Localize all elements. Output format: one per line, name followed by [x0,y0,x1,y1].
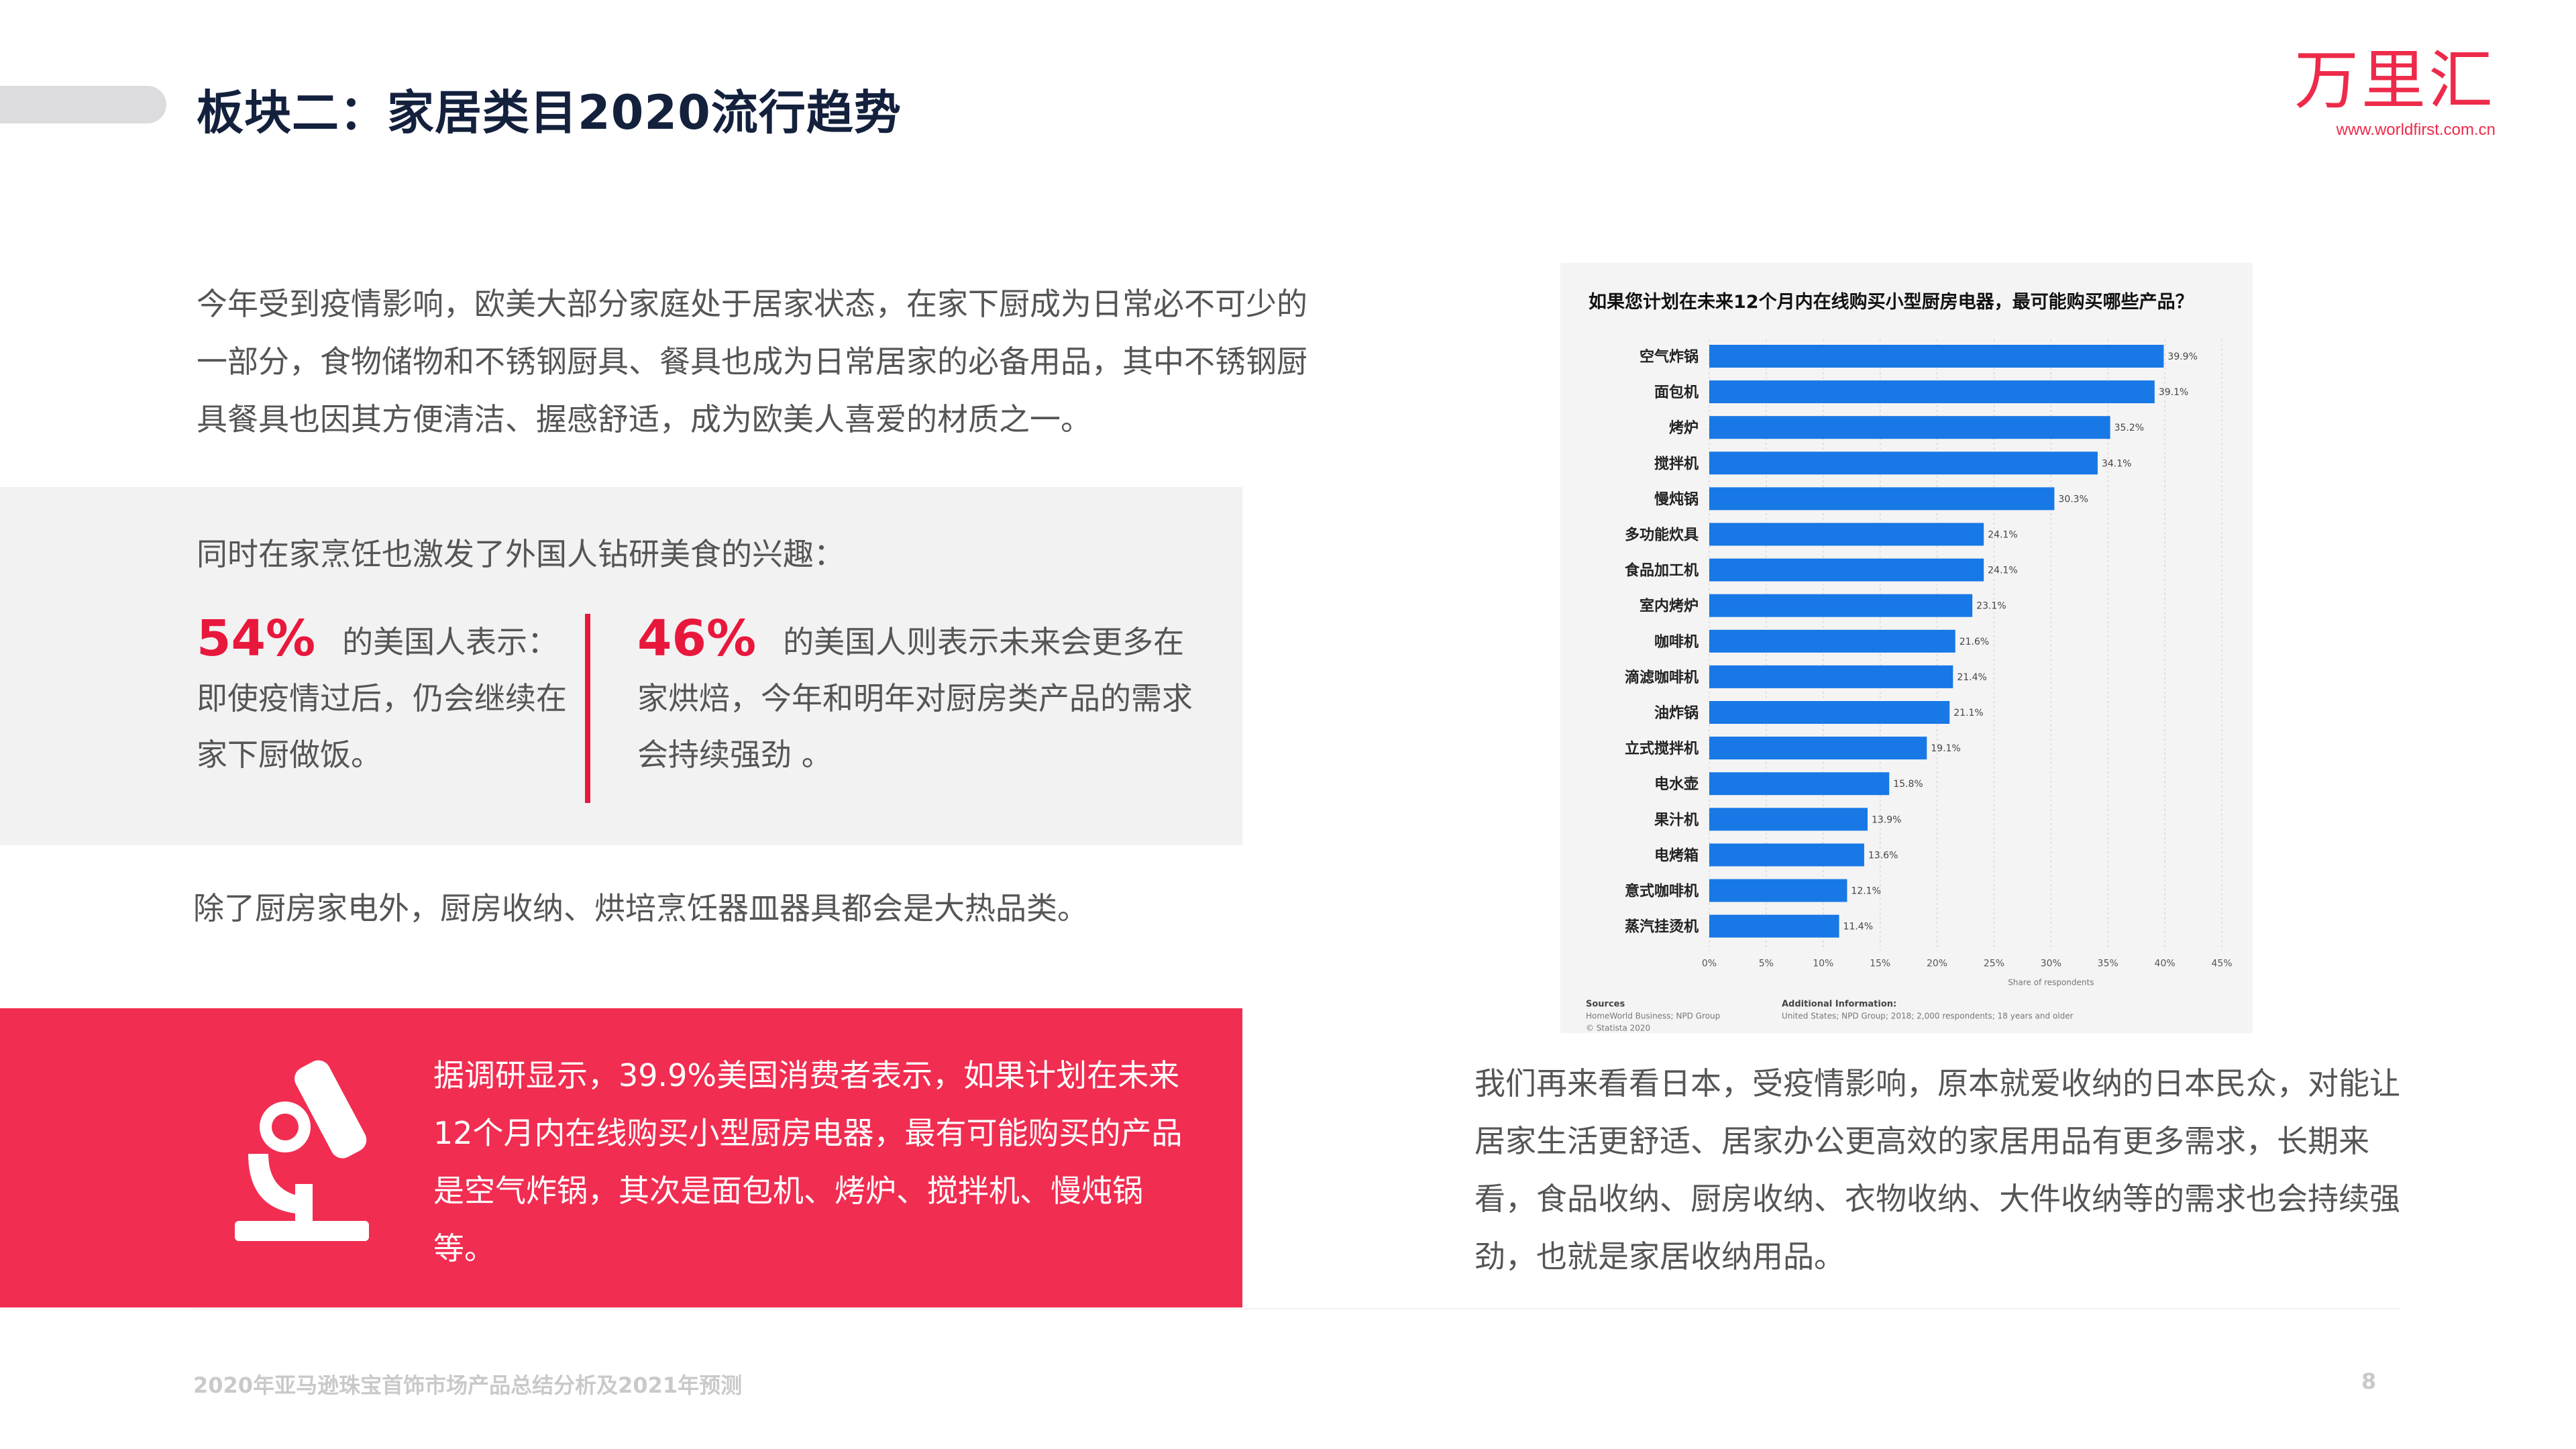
chart-title: 如果您计划在未来12个月内在线购买小型厨房电器，最可能购买哪些产品？ [1589,292,2194,313]
bar [1709,772,1890,796]
value-label: 39.9% [2167,352,2197,362]
value-label: 24.1% [1988,530,2017,541]
stat-46-text: 的美国人则表示未来会更多在家烘焙，今年和明年对厨房类产品的需求会持续强劲 。 [637,624,1193,773]
value-label: 21.1% [1953,708,1983,718]
bar [1709,345,2164,368]
footer-title: 2020年亚马逊珠宝首饰市场产品总结分析及2021年预测 [193,1373,743,1398]
x-tick-label: 40% [2155,959,2176,969]
after-panel-text: 除了厨房家电外，厨房收纳、烘培烹饪器皿器具都会是大热品类。 [193,890,1088,926]
right-paragraph: 我们再来看看日本，受疫情影响，原本就爱收纳的日本民众，对能让居家生活更舒适、居家… [1474,1065,2400,1275]
x-tick-label: 45% [2211,959,2232,969]
x-axis-label: Share of respondents [2008,978,2094,987]
brand-logo: 万里汇 www.worldfirst.com.cn [2294,48,2496,140]
value-label: 11.4% [1843,922,1873,932]
intro-paragraph: 今年受到疫情影响，欧美大部分家庭处于居家状态，在家下厨成为日常必不可少的一部分，… [197,286,1307,437]
logo-url: www.worldfirst.com.cn [2336,121,2496,139]
footer-divider [193,1308,2400,1309]
value-label: 34.1% [2102,458,2131,469]
x-tick-label: 20% [1927,959,1947,969]
red-panel-text: 据调研显示，39.9%美国消费者表示，如果计划在未来12个月内在线购买小型厨房电… [433,1057,1183,1267]
stat-46-pct: 46% [637,610,757,667]
value-label: 21.6% [1960,637,1989,647]
x-tick-label: 0% [1702,959,1717,969]
value-label: 13.9% [1872,814,1901,825]
value-label: 23.1% [1976,601,2006,612]
value-label: 15.8% [1893,779,1923,790]
value-label: 21.4% [1957,672,1986,683]
category-label: 室内烤炉 [1640,598,1699,615]
additional-info-label: Additional Information: [1782,1000,1896,1010]
category-label: 慢炖锅 [1654,490,1699,508]
bar [1709,523,1984,546]
logo-text: 万里汇 [2294,43,2496,118]
sources-text: HomeWorld Business; NPD Group [1586,1012,1720,1021]
category-label: 蒸汽挂烫机 [1625,918,1699,936]
bar-chart: 空气炸锅 39.9% 面包机 39.1% 烤炉 35.2% 搅拌机 34.1% 慢炖锅 30.3%… [1586,339,2233,1033]
category-label: 滴滤咖啡机 [1625,669,1699,686]
bar [1709,914,1839,938]
stat-54-text: 的美国人表示：即使疫情过后，仍会继续在家下厨做饭。 [197,624,567,773]
bar [1709,629,1955,653]
gray-panel [0,487,1242,845]
page-number: 8 [2361,1368,2377,1394]
category-label: 意式咖啡机 [1625,883,1699,900]
category-label: 多功能炊具 [1625,527,1699,544]
stat-divider [585,614,590,803]
header-accent-bar [0,86,166,123]
bar [1709,665,1953,688]
value-label: 35.2% [2114,423,2144,433]
stat-54-pct: 54% [197,610,316,667]
bar [1709,843,1864,867]
bar [1709,416,2110,439]
category-label: 电水壶 [1654,776,1699,793]
category-label: 果汁机 [1654,812,1699,828]
bar [1709,737,1927,760]
bar [1709,451,2098,475]
category-label: 食品加工机 [1625,562,1699,580]
x-tick-label: 35% [2098,959,2118,969]
category-label: 搅拌机 [1654,455,1699,472]
value-label: 13.6% [1868,850,1898,861]
bar [1709,558,1984,582]
category-label: 面包机 [1654,384,1699,401]
x-tick-label: 15% [1870,959,1890,969]
red-panel [0,1008,1242,1307]
stat-54: 54% 的美国人表示：即使疫情过后，仍会继续在家下厨做饭。 [197,610,586,783]
bar [1709,380,2155,404]
bar [1709,701,1950,724]
category-label: 烤炉 [1669,419,1699,437]
page-title: 板块二：家居类目2020流行趋势 [197,85,902,140]
category-label: 空气炸锅 [1640,348,1699,366]
value-label: 19.1% [1931,743,1960,754]
bar [1709,487,2055,511]
sources-label: Sources [1586,1000,1625,1010]
bar [1709,808,1868,831]
x-tick-label: 30% [2041,959,2061,969]
bar [1709,594,1973,617]
x-tick-label: 10% [1813,959,1833,969]
stat-46: 46% 的美国人则表示未来会更多在家烘焙，今年和明年对厨房类产品的需求会持续强劲 … [637,610,1201,783]
category-label: 电烤箱 [1654,847,1699,864]
additional-info-text: United States; NPD Group; 2018; 2,000 re… [1782,1012,2074,1021]
bar [1709,879,1847,902]
copyright-text: © Statista 2020 [1586,1024,1650,1033]
x-tick-label: 25% [1984,959,2004,969]
gray-panel-lead: 同时在家烹饪也激发了外国人钻研美食的兴趣： [197,536,845,572]
microscope-icon [235,1060,369,1241]
category-label: 咖啡机 [1654,634,1699,651]
value-label: 30.3% [2058,494,2088,504]
category-label: 立式搅拌机 [1625,740,1699,757]
value-label: 24.1% [1988,566,2017,576]
value-label: 39.1% [2159,387,2188,398]
value-label: 12.1% [1851,886,1880,897]
x-tick-label: 5% [1759,959,1774,969]
category-label: 油炸锅 [1654,704,1699,722]
